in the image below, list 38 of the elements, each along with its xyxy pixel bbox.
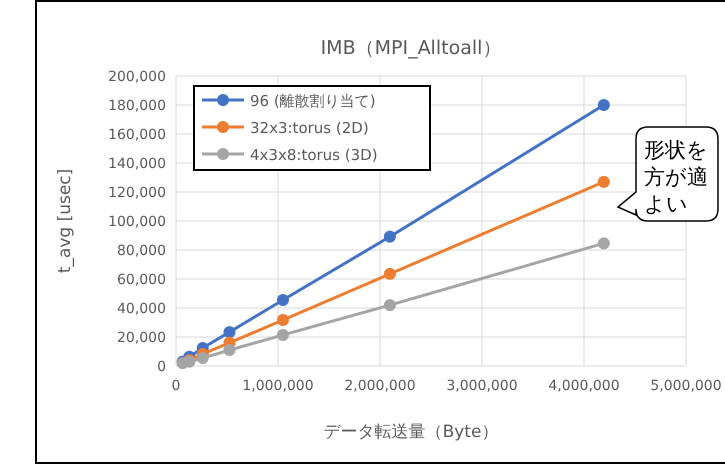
x-tick-label: 3,000,000 bbox=[446, 378, 518, 394]
annotation: よい bbox=[644, 192, 688, 216]
x-axis-title: データ転送量（Byte） bbox=[324, 422, 498, 442]
y-tick-label: 100,000 bbox=[108, 214, 166, 230]
y-tick-label: 160,000 bbox=[108, 127, 166, 143]
y-tick-label: 60,000 bbox=[117, 272, 166, 288]
y-tick-label: 180,000 bbox=[108, 98, 166, 114]
x-tick-label: 0 bbox=[172, 378, 180, 394]
point bbox=[276, 294, 289, 306]
y-tick-label: 80,000 bbox=[117, 243, 166, 259]
point bbox=[223, 326, 236, 338]
y-tick-label: 200,000 bbox=[108, 69, 166, 85]
legend-label: 4x3x8:torus (3D) bbox=[250, 146, 378, 164]
y-tick-label: 20,000 bbox=[117, 330, 166, 346]
x-tick-label: 2,000,000 bbox=[344, 378, 416, 394]
annotation: 方が適 bbox=[644, 165, 708, 189]
y-tick-label: 120,000 bbox=[108, 185, 166, 201]
point bbox=[384, 268, 396, 280]
point bbox=[598, 237, 610, 250]
point bbox=[598, 176, 610, 188]
point bbox=[276, 314, 289, 326]
chart-title: IMB（MPI_Alltoall） bbox=[320, 37, 502, 59]
y-tick-label: 0 bbox=[157, 359, 166, 375]
point bbox=[196, 352, 209, 364]
point bbox=[223, 344, 236, 356]
point bbox=[384, 230, 396, 243]
point bbox=[598, 99, 610, 111]
x-tick-label: 1,000,000 bbox=[242, 378, 314, 394]
legend-label: 96 (離散割り当て) bbox=[250, 92, 376, 110]
point bbox=[384, 299, 396, 312]
y-tick-label: 40,000 bbox=[117, 301, 166, 317]
point bbox=[276, 328, 289, 341]
annotation: 形状を bbox=[644, 138, 708, 162]
x-tick-label: 5,000,000 bbox=[650, 378, 722, 394]
x-tick-label: 4,000,000 bbox=[548, 378, 620, 394]
y-axis-title: t_avg [usec] bbox=[55, 168, 75, 274]
legend-label: 32x3:torus (2D) bbox=[250, 119, 369, 137]
y-tick-label: 140,000 bbox=[108, 156, 166, 172]
